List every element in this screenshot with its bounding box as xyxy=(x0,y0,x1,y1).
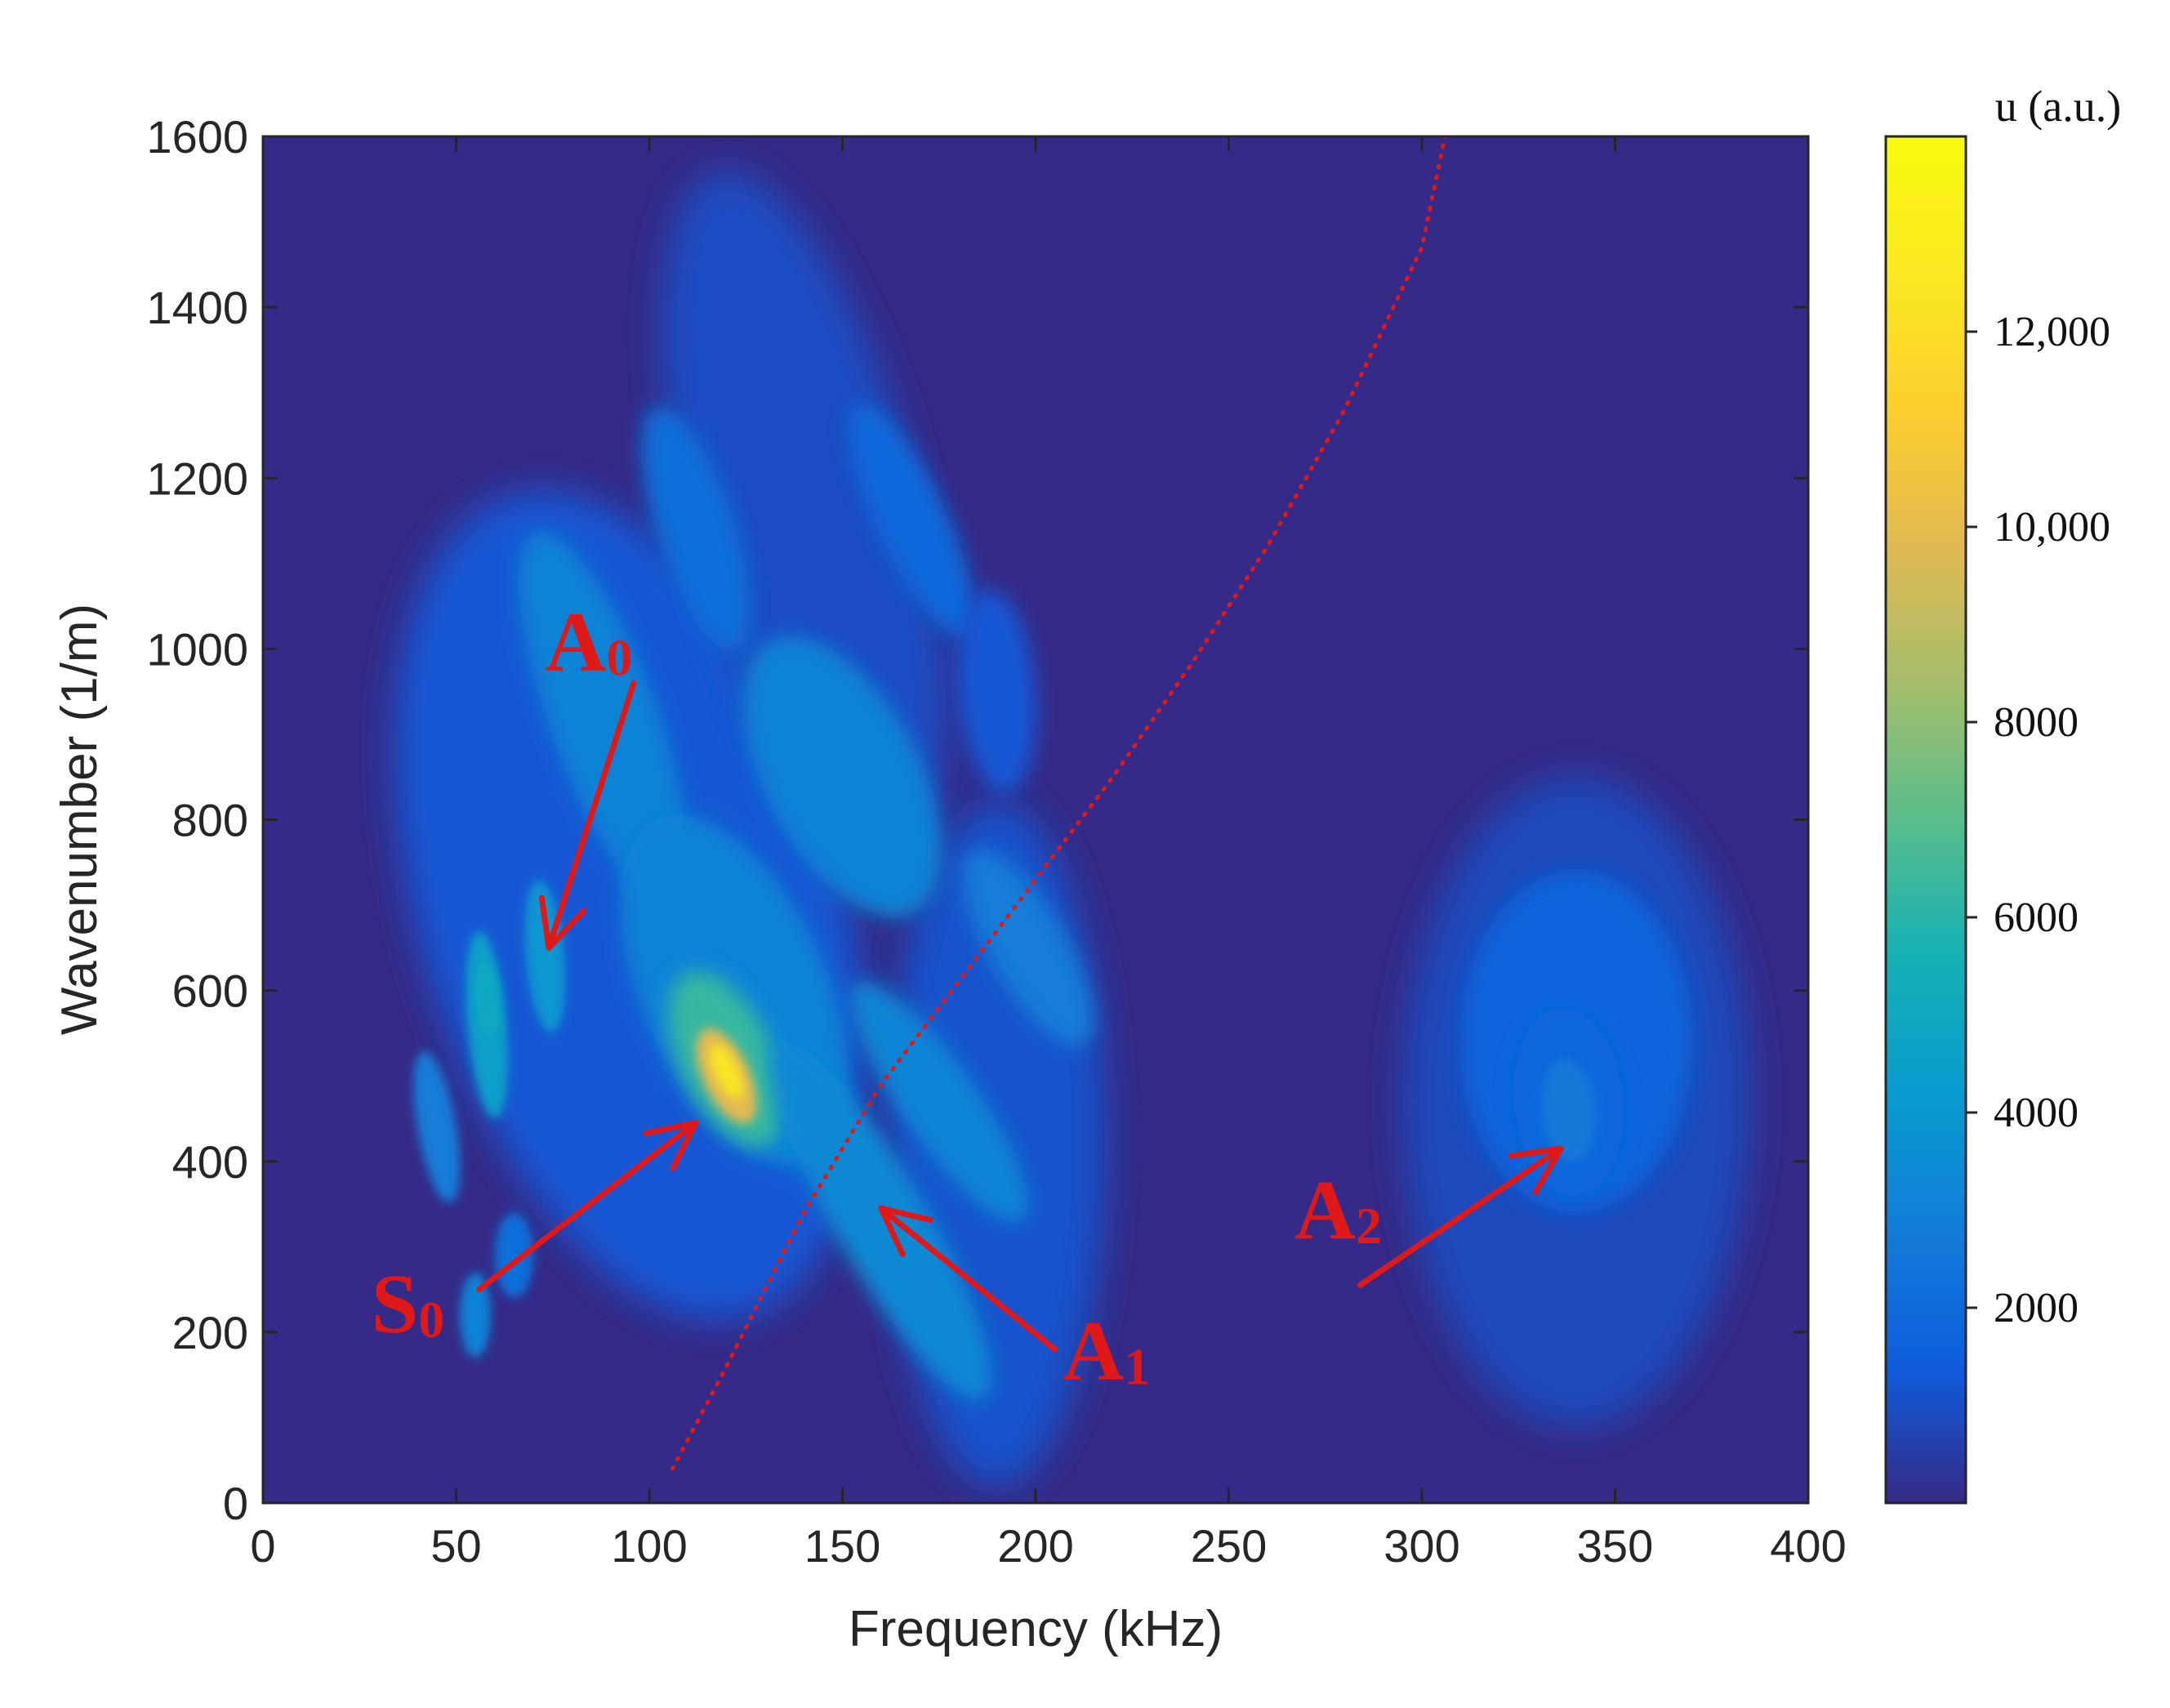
colorbar-tick-label: 4000 xyxy=(1994,1090,2079,1136)
annotation-arrow-shaft xyxy=(878,1205,1058,1353)
colorbar-tick-label: 6000 xyxy=(1994,894,2079,941)
y-tick-label: 1000 xyxy=(146,623,248,675)
annotation-label: A0 xyxy=(545,595,632,689)
heat-blob-s0-peak xyxy=(710,1044,743,1099)
x-tick-label: 150 xyxy=(804,1520,880,1572)
y-tick-label: 1200 xyxy=(146,453,248,504)
heat-blob-a0-fringe-5 xyxy=(494,1212,534,1299)
colorbar-ticks: 2000 4000 6000 8000 10,000 12,000 xyxy=(1966,309,2110,1331)
annotation-arrow-shaft xyxy=(476,1120,699,1293)
heat-blob-a2-peak xyxy=(1541,1059,1597,1162)
heat-blob-a1-core xyxy=(849,980,1028,1223)
x-tick-label: 300 xyxy=(1384,1520,1459,1572)
y-tick-label: 1400 xyxy=(146,282,248,333)
annotation-A1: A1 xyxy=(878,1205,1150,1398)
heat-blob-s0-ridge xyxy=(742,636,942,918)
heat-blob-a0-fringe-3 xyxy=(413,1051,461,1203)
y-tick-label: 1600 xyxy=(146,111,248,163)
x-tick-label: 0 xyxy=(250,1520,275,1572)
x-axis-ticks: 0 50 100 150 200 250 300 350 400 xyxy=(250,136,1847,1572)
colorbar-tick-label: 2000 xyxy=(1994,1285,2079,1331)
x-axis-title: Frequency (kHz) xyxy=(849,1601,1223,1657)
annotation-arrow-head xyxy=(1508,1145,1564,1196)
heat-blob-a0-ridge-top xyxy=(641,407,750,652)
heat-blob-a1-upper xyxy=(963,850,1093,1046)
colorbar-tick-label: 12,000 xyxy=(1994,309,2110,355)
heatmap-intensity xyxy=(394,172,1751,1487)
annotation-arrow-head xyxy=(643,1120,699,1171)
colorbar-tick-label: 8000 xyxy=(1994,699,2079,746)
x-tick-label: 350 xyxy=(1577,1520,1653,1572)
heat-blob-s0-ridge-top xyxy=(849,404,975,638)
dispersion-curve xyxy=(670,136,1447,1471)
y-tick-label: 0 xyxy=(223,1478,248,1529)
annotation-S0: S0 xyxy=(371,1120,699,1351)
x-tick-label: 400 xyxy=(1770,1520,1846,1572)
y-tick-label: 400 xyxy=(172,1136,248,1188)
colorbar-title: u (a.u.) xyxy=(1995,82,2121,131)
mode-annotations: A0 S0 A1 A2 xyxy=(371,595,1564,1398)
annotation-A2: A2 xyxy=(1294,1145,1564,1288)
heat-blob-a1-top xyxy=(957,589,1037,794)
annotation-label: S0 xyxy=(371,1257,444,1351)
colorbar-gradient xyxy=(1884,135,1967,1505)
y-tick-label: 600 xyxy=(172,965,248,1017)
annotation-A0: A0 xyxy=(538,595,637,951)
x-tick-label: 100 xyxy=(611,1520,687,1572)
annotation-arrow-head xyxy=(538,894,587,951)
heat-blob-a0-ridge xyxy=(519,531,688,903)
annotation-arrow-head xyxy=(878,1205,934,1257)
annotation-label: A1 xyxy=(1063,1304,1150,1398)
x-tick-label: 250 xyxy=(1191,1520,1267,1572)
y-axis-title: Wavenumber (1/m) xyxy=(51,604,108,1035)
y-tick-label: 200 xyxy=(172,1307,248,1358)
dispersion-curve-line xyxy=(670,136,1447,1471)
heat-blob-a0-fringe-4 xyxy=(460,1272,492,1358)
x-tick-label: 200 xyxy=(997,1520,1073,1572)
colorbar-tick-label: 10,000 xyxy=(1994,504,2110,551)
heat-blob-a0-peak xyxy=(475,961,500,1037)
y-axis-ticks: 0 200 400 600 800 1000 1200 1400 1600 xyxy=(146,111,1808,1529)
annotation-arrow-shaft xyxy=(1357,1145,1564,1288)
x-tick-label: 50 xyxy=(430,1520,481,1572)
heat-blob-a0-fringe-2 xyxy=(524,880,566,1033)
annotation-label: A2 xyxy=(1294,1163,1382,1257)
colorbar: 2000 4000 6000 8000 10,000 12,000 u (a.u.) xyxy=(1884,82,2121,1505)
y-tick-label: 800 xyxy=(172,795,248,846)
heat-blob-a1-band xyxy=(771,1041,991,1401)
annotation-arrow-shaft xyxy=(546,680,637,951)
